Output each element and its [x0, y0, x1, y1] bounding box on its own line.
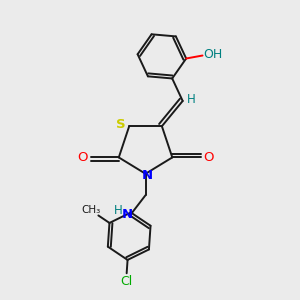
Text: O: O [204, 151, 214, 164]
Text: H: H [187, 93, 196, 106]
Text: OH: OH [203, 47, 223, 61]
Text: N: N [142, 169, 153, 182]
Text: Cl: Cl [120, 275, 132, 288]
Text: O: O [77, 151, 88, 164]
Text: S: S [116, 118, 126, 131]
Text: N: N [122, 208, 133, 221]
Text: CH₃: CH₃ [81, 206, 101, 215]
Text: H: H [114, 204, 123, 218]
